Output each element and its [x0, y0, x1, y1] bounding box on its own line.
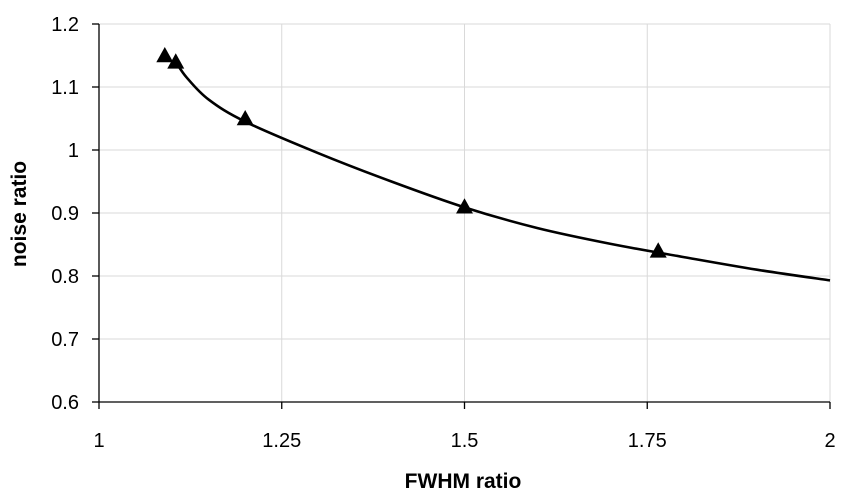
y-tick-label: 0.9 [51, 203, 79, 225]
y-tick-label: 0.6 [51, 392, 79, 414]
fit-curve [176, 62, 830, 281]
x-tick-label: 1.75 [628, 430, 667, 452]
y-tick-label: 0.8 [51, 266, 79, 288]
y-axis-title: noise ratio [8, 161, 31, 267]
x-tick-label: 2 [824, 430, 835, 452]
x-tick-label: 1.25 [262, 430, 301, 452]
x-tick-label: 1.5 [451, 430, 479, 452]
tick-labels: 1 1.25 1.5 1.75 2 0.6 0.7 0.8 0.9 1 1.1 1.2 [51, 14, 835, 452]
x-axis-title: FWHM ratio [405, 470, 522, 493]
y-tick-label: 1.2 [51, 14, 79, 36]
plot-area [156, 47, 830, 280]
data-point-triangle [650, 242, 667, 257]
y-tick-label: 1.1 [51, 77, 79, 99]
y-tick-label: 0.7 [51, 329, 79, 351]
x-tick-label: 1 [93, 430, 104, 452]
data-point-triangle [156, 47, 173, 62]
axes [92, 24, 830, 409]
y-tick-label: 1 [68, 140, 79, 162]
